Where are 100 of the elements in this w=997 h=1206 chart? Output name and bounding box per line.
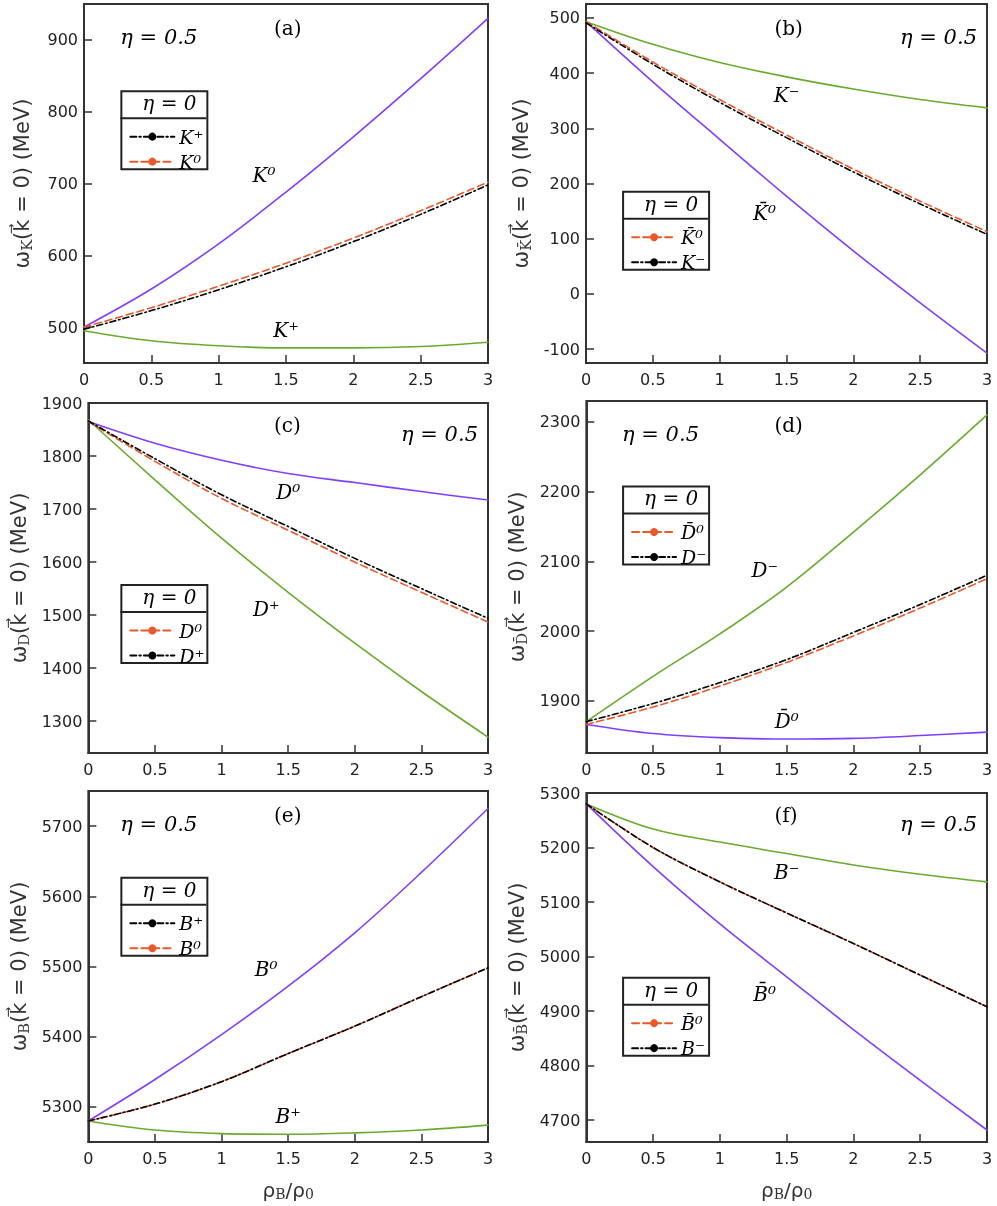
y-tick-label: 0	[569, 284, 580, 304]
y-tick-label: 2300	[539, 412, 581, 432]
x-tick-label: 3	[981, 759, 993, 779]
annotation: η = 0.5	[401, 421, 479, 446]
series-label: K⁺	[272, 317, 299, 342]
y-tick-label: 700	[47, 174, 78, 193]
y-tick-label: 1400	[41, 658, 83, 678]
legend-label: K⁰	[178, 150, 202, 173]
series-label: K⁰	[251, 163, 276, 188]
legend-label: B⁻	[680, 1037, 706, 1060]
y-tick-label: 1800	[41, 446, 83, 466]
series-label: B̄⁰	[752, 981, 777, 1006]
y-tick-label: 300	[549, 118, 580, 138]
x-tick-label: 0.5	[138, 369, 165, 389]
y-axis-title: ωD̄(k⃗ = 0) (MeV)	[503, 491, 530, 663]
legend-label: B̄⁰	[680, 1011, 704, 1035]
x-tick-label: 2.5	[907, 1148, 933, 1168]
y-tick-label: 2200	[539, 482, 581, 502]
x-tick-label: 1	[213, 369, 224, 389]
x-tick-label: 3	[482, 1148, 494, 1168]
x-tick-label: 2.5	[408, 1148, 435, 1168]
series-label: B⁻	[773, 859, 800, 884]
y-tick-label: 4700	[539, 1110, 581, 1130]
x-tick-label: 1	[216, 759, 227, 779]
legend-label: K̄⁰	[680, 225, 704, 249]
legend-title: η = 0	[142, 91, 197, 116]
legend-label: D⁰	[178, 619, 203, 642]
x-tick-label: 3	[482, 369, 494, 389]
x-tick-label: 2.5	[408, 759, 435, 779]
annotation: (d)	[774, 413, 803, 437]
annotation: η = 0.5	[900, 811, 978, 836]
legend-title: η = 0	[142, 877, 197, 902]
y-tick-label: 5400	[41, 1027, 83, 1047]
x-tick-label: 1	[714, 759, 725, 779]
x-tick-label: 2	[848, 1148, 859, 1168]
series-label: B⁰	[253, 957, 278, 982]
annotation: (e)	[274, 803, 302, 827]
y-tick-label: 1300	[41, 711, 83, 731]
x-tick-label: 1.5	[773, 759, 800, 779]
x-tick-label: 1.5	[773, 1148, 800, 1168]
x-tick-label: 0.5	[142, 1148, 168, 1168]
legend-label: D⁺	[178, 644, 205, 667]
annotation: η = 0.5	[900, 24, 978, 49]
y-tick-label: 5600	[41, 886, 83, 906]
x-tick-label: 0.5	[142, 759, 168, 779]
y-tick-label: 1700	[41, 499, 83, 519]
y-tick-label: 5100	[539, 892, 581, 912]
y-tick-label: 5300	[41, 1097, 83, 1117]
x-tick-label: 2	[349, 1148, 360, 1168]
legend-label: K⁻	[680, 251, 706, 274]
x-tick-label: 0.5	[640, 1148, 666, 1168]
x-tick-label: 1.5	[773, 369, 800, 389]
y-tick-label: 600	[47, 245, 78, 265]
y-tick-label: 5700	[41, 816, 83, 836]
legend-label: D⁻	[680, 545, 707, 568]
line-series	[585, 20, 988, 109]
x-axis-title: ρB/ρ0	[761, 1177, 813, 1202]
y-tick-label: 1600	[41, 552, 83, 572]
x-tick-label: 3	[981, 1148, 993, 1168]
annotation: (b)	[774, 16, 803, 40]
legend-label: K⁺	[178, 125, 204, 148]
legend-label: B⁺	[178, 912, 204, 935]
y-tick-label: 5200	[539, 838, 581, 858]
series-label: D̄⁰	[773, 708, 799, 734]
x-tick-label: 0.5	[640, 369, 666, 389]
legend-title: η = 0	[644, 486, 699, 511]
y-axis-title: ωB(k⃗ = 0) (MeV)	[5, 881, 32, 1052]
y-tick-label: 900	[47, 30, 78, 50]
x-tick-label: 1	[714, 1148, 725, 1168]
y-tick-label: -100	[543, 339, 580, 359]
legend-label: B⁰	[178, 937, 202, 960]
y-tick-label: 4800	[539, 1056, 581, 1076]
x-tick-label: 2	[848, 759, 859, 779]
series-label: B⁺	[274, 1104, 301, 1129]
legend-title: η = 0	[142, 585, 197, 610]
x-tick-label: 3	[482, 759, 494, 779]
y-tick-label: 200	[549, 174, 580, 193]
x-tick-label: 2	[848, 369, 859, 389]
y-tick-label: 5000	[539, 947, 581, 967]
y-tick-label: 4900	[539, 1001, 581, 1021]
legend-label: D̄⁰	[680, 520, 705, 543]
y-tick-label: 5500	[41, 957, 83, 976]
x-tick-label: 2.5	[907, 369, 933, 389]
annotation: (f)	[774, 803, 798, 827]
y-tick-label: 500	[47, 317, 78, 337]
series-label: D⁰	[275, 479, 301, 504]
series-label: D⁻	[750, 558, 778, 583]
legend-title: η = 0	[644, 977, 699, 1002]
y-tick-label: 500	[549, 8, 580, 28]
y-axis-title: ωK̄(k⃗ = 0) (MeV)	[507, 98, 534, 269]
y-tick-label: 5300	[539, 783, 581, 803]
y-axis-title: ωK(k⃗ = 0) (MeV)	[8, 98, 35, 269]
x-tick-label: 1	[216, 1148, 227, 1168]
y-tick-label: 2100	[539, 551, 581, 571]
annotation: η = 0.5	[120, 811, 198, 836]
y-axis-title: ωB̄(k⃗ = 0) (MeV)	[503, 882, 530, 1053]
line-series	[585, 803, 988, 1008]
x-tick-label: 3	[981, 369, 993, 389]
annotation: η = 0.5	[622, 421, 700, 446]
y-tick-label: 100	[549, 229, 580, 249]
